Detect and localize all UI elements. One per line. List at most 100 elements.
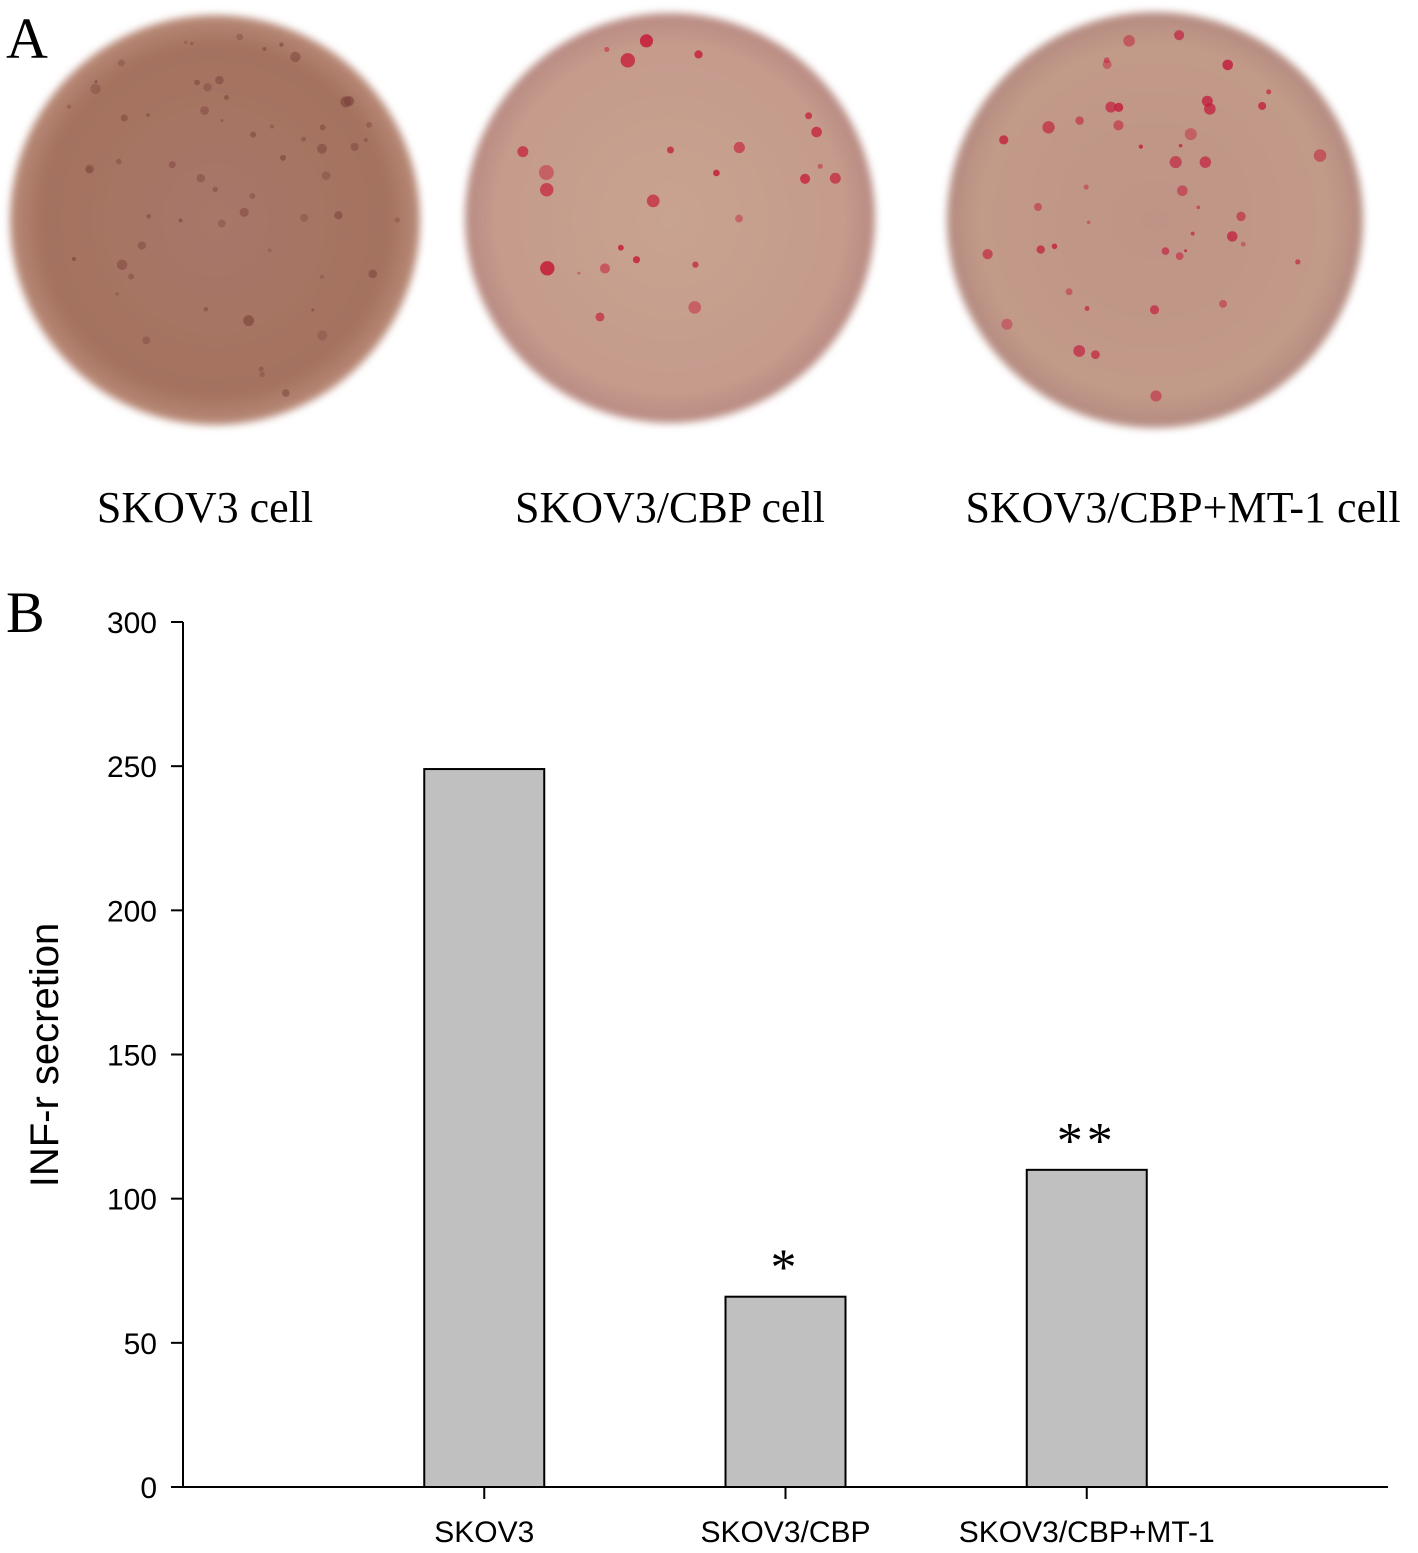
spot bbox=[517, 146, 529, 158]
spot bbox=[243, 315, 255, 327]
spot bbox=[1258, 101, 1267, 110]
well bbox=[947, 12, 1363, 428]
well-label: SKOV3/CBP+MT-1 cell bbox=[965, 483, 1400, 532]
spot bbox=[1086, 220, 1091, 225]
spot bbox=[1065, 288, 1073, 296]
spot bbox=[115, 292, 119, 296]
spot bbox=[203, 306, 209, 312]
spot bbox=[1105, 101, 1117, 113]
spot bbox=[146, 214, 152, 219]
spot bbox=[116, 259, 128, 271]
spot bbox=[1175, 252, 1184, 261]
spot bbox=[279, 42, 284, 47]
spot bbox=[1091, 350, 1100, 359]
well bbox=[10, 15, 420, 425]
spot bbox=[1114, 102, 1124, 112]
spot bbox=[639, 34, 654, 48]
spot bbox=[1313, 149, 1327, 162]
spot bbox=[340, 96, 352, 108]
spot bbox=[279, 154, 286, 161]
spot bbox=[321, 171, 331, 180]
spot bbox=[128, 273, 135, 280]
spot bbox=[66, 104, 72, 109]
spot bbox=[666, 146, 674, 154]
spot bbox=[800, 173, 811, 184]
well-label: SKOV3/CBP cell bbox=[515, 483, 825, 532]
spot bbox=[1236, 211, 1246, 222]
spot bbox=[200, 106, 209, 115]
spot bbox=[1178, 143, 1183, 148]
spot bbox=[217, 219, 226, 228]
spot bbox=[249, 192, 256, 199]
spot bbox=[1176, 185, 1188, 197]
spot bbox=[538, 165, 554, 180]
spot bbox=[168, 161, 176, 169]
spot bbox=[1174, 30, 1185, 41]
spot bbox=[334, 211, 343, 220]
spot bbox=[733, 141, 745, 154]
spot bbox=[694, 50, 703, 59]
wells bbox=[10, 12, 1363, 428]
spot bbox=[577, 271, 581, 275]
spot bbox=[817, 163, 823, 169]
spot bbox=[1138, 144, 1143, 149]
spot bbox=[368, 269, 378, 279]
spot bbox=[1199, 156, 1212, 168]
spot bbox=[194, 79, 200, 86]
spot bbox=[1226, 231, 1238, 242]
spot bbox=[1184, 249, 1188, 253]
spot bbox=[1190, 231, 1195, 236]
spot bbox=[203, 83, 212, 92]
bar bbox=[423, 768, 546, 1488]
spot bbox=[94, 80, 98, 84]
spot bbox=[366, 121, 373, 128]
spot bbox=[1161, 247, 1170, 255]
spot bbox=[117, 59, 126, 67]
spot bbox=[259, 371, 265, 378]
spot bbox=[258, 366, 264, 372]
spot bbox=[90, 83, 101, 95]
spot bbox=[85, 164, 95, 174]
spot bbox=[363, 138, 368, 143]
y-tick-label: 0 bbox=[140, 1472, 157, 1505]
spot bbox=[319, 124, 326, 131]
x-tick-label: SKOV3/CBP bbox=[700, 1516, 870, 1549]
spot bbox=[1034, 203, 1043, 212]
spot bbox=[713, 169, 720, 177]
spot bbox=[811, 126, 822, 138]
spot bbox=[317, 330, 328, 341]
spot bbox=[394, 217, 400, 223]
y-tick-label: 100 bbox=[107, 1184, 157, 1217]
spot bbox=[999, 135, 1009, 145]
well-label: SKOV3 cell bbox=[97, 483, 313, 532]
spot bbox=[120, 114, 128, 122]
spot bbox=[620, 53, 636, 68]
spot bbox=[267, 248, 272, 253]
bar bbox=[1025, 1168, 1148, 1489]
spot bbox=[190, 41, 194, 46]
x-tick-label: SKOV3/CBP+MT-1 bbox=[959, 1516, 1215, 1549]
spot bbox=[319, 274, 325, 279]
spot bbox=[1083, 184, 1089, 190]
spot bbox=[269, 124, 275, 129]
panel-label: A bbox=[6, 6, 48, 71]
spot bbox=[1219, 299, 1227, 308]
spot bbox=[617, 244, 624, 251]
spot bbox=[595, 312, 605, 322]
spot bbox=[1196, 205, 1201, 210]
panel-label: B bbox=[6, 580, 45, 645]
spot bbox=[540, 183, 554, 197]
spot bbox=[1123, 35, 1135, 47]
spot bbox=[1295, 259, 1301, 265]
spot bbox=[1113, 120, 1124, 131]
spot bbox=[540, 261, 555, 276]
spot bbox=[116, 158, 122, 165]
spot bbox=[1201, 95, 1213, 107]
spot bbox=[86, 166, 93, 173]
spot bbox=[239, 207, 249, 217]
spot bbox=[1051, 243, 1058, 250]
spot bbox=[1084, 305, 1090, 311]
x-tick-label: SKOV3 bbox=[434, 1516, 534, 1549]
spot bbox=[1036, 245, 1045, 254]
y-axis-label: INF-r secretion bbox=[23, 923, 67, 1188]
